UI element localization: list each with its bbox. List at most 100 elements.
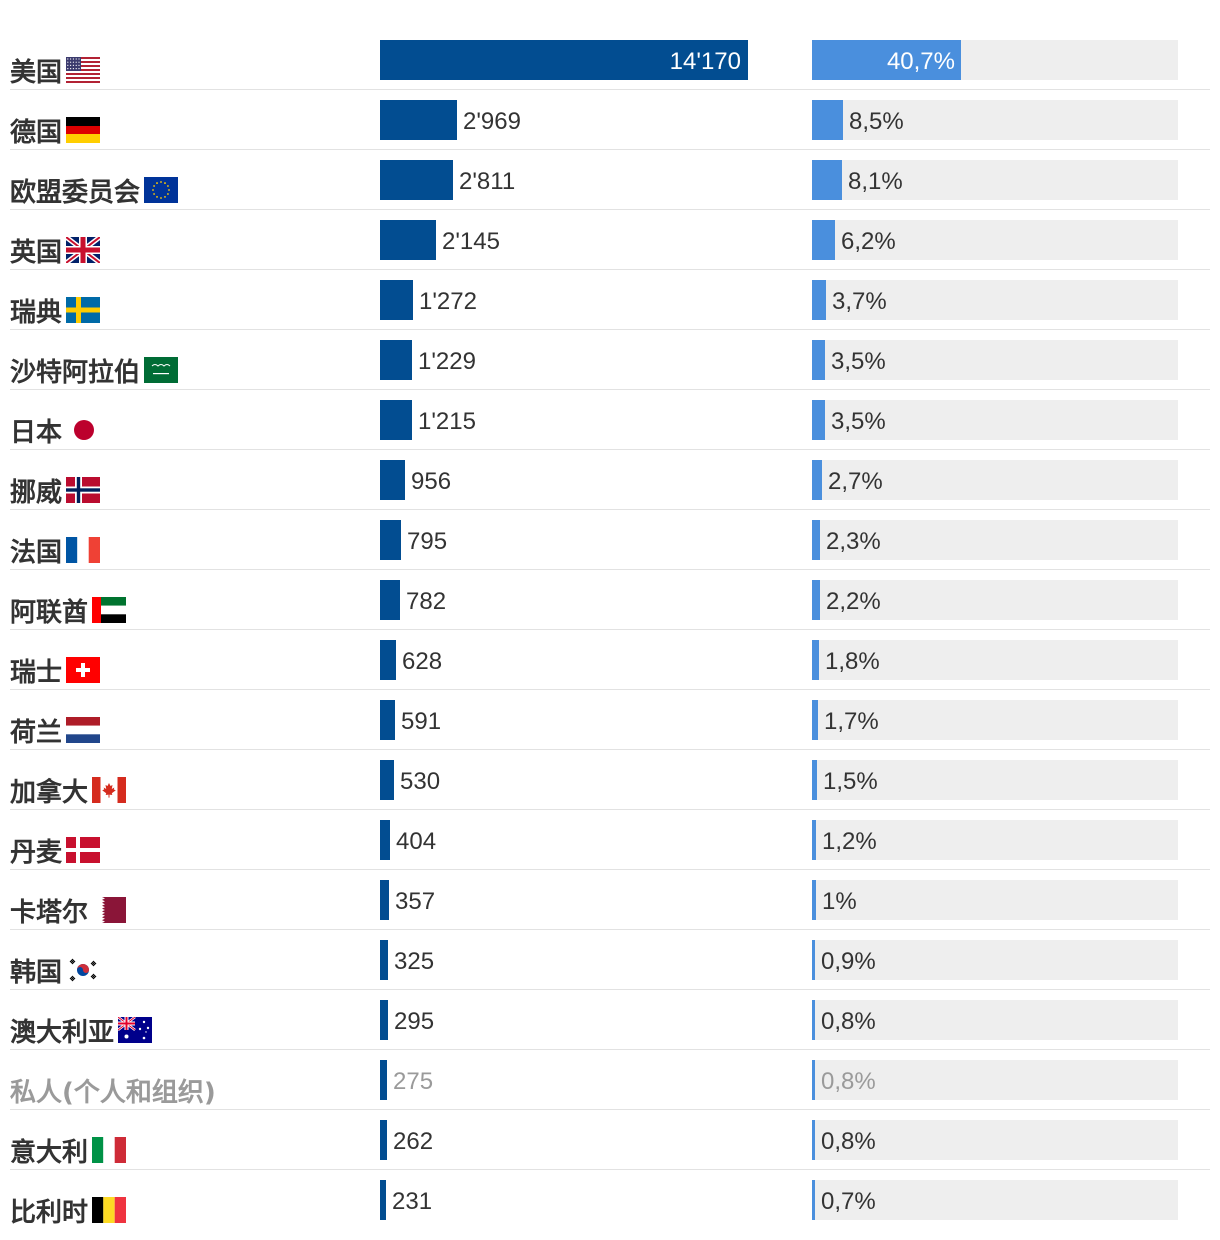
row-label: 荷兰 [10, 700, 101, 760]
value-bar [380, 880, 389, 920]
row-label: 德国 [10, 100, 101, 160]
value-bar [380, 580, 400, 620]
category-label: 德国 [10, 117, 63, 148]
share-data-label: 0,8% [821, 1008, 876, 1035]
share-bar-track [812, 640, 1178, 680]
row-divider [10, 749, 1210, 750]
category-label: 私人(个人和组织) [10, 1077, 216, 1108]
value-data-label: 628 [402, 648, 443, 675]
share-bar-track [812, 460, 1178, 500]
row-divider [10, 149, 1210, 150]
row-divider [10, 269, 1210, 270]
row-divider [10, 809, 1210, 810]
row-divider [10, 89, 1210, 90]
japan-flag-icon [74, 420, 95, 440]
value-data-label: 1'272 [419, 288, 477, 315]
row-label: 阿联酋 [10, 580, 127, 640]
chart-row: 挪威 956 2,7% [0, 460, 1220, 520]
value-data-label: 782 [406, 588, 447, 615]
row-divider [10, 1109, 1210, 1110]
category-label: 日本 [10, 417, 63, 448]
share-bar-track [812, 520, 1178, 560]
share-bar [812, 460, 822, 500]
row-label: 丹麦 [10, 820, 101, 880]
chart-row: 英国 2'145 6,2% [0, 220, 1220, 280]
share-bar-track [812, 280, 1178, 320]
share-data-label: 0,8% [821, 1068, 876, 1095]
share-bar [812, 1000, 815, 1040]
share-data-label: 8,1% [848, 168, 903, 195]
chart-row: 日本 1'215 3,5% [0, 400, 1220, 460]
share-data-label: 1,5% [823, 768, 878, 795]
share-bar-track [812, 820, 1178, 860]
uae-flag-icon [92, 597, 127, 623]
value-bar [380, 160, 453, 200]
share-bar-track [812, 880, 1178, 920]
row-divider [10, 1049, 1210, 1050]
chart-row: 瑞典 1'272 3,7% [0, 280, 1220, 340]
share-bar [812, 1180, 815, 1220]
norway-flag-icon [66, 477, 101, 503]
share-data-label: 1,2% [822, 828, 877, 855]
share-data-label: 2,7% [828, 468, 883, 495]
share-bar-track [812, 1000, 1178, 1040]
value-bar [380, 400, 412, 440]
value-bar [380, 1120, 387, 1160]
row-label: 挪威 [10, 460, 101, 520]
share-bar-track [812, 700, 1178, 740]
row-label: 卡塔尔 [10, 880, 127, 940]
share-data-label: 3,7% [832, 288, 887, 315]
chart-row: 瑞士 628 1,8% [0, 640, 1220, 700]
italy-flag-icon [92, 1137, 127, 1163]
sweden-flag-icon [66, 297, 101, 323]
value-bar [380, 1180, 386, 1220]
share-bar [812, 400, 825, 440]
chart-row: 卡塔尔 357 1% [0, 880, 1220, 940]
value-data-label: 2'145 [442, 228, 500, 255]
value-bar [380, 940, 388, 980]
row-label: 英国 [10, 220, 101, 280]
row-label: 加拿大 [10, 760, 127, 820]
row-divider [10, 329, 1210, 330]
uk-flag-icon [66, 237, 101, 263]
value-data-label: 262 [393, 1128, 434, 1155]
qatar-flag-icon [92, 897, 127, 923]
share-bar-track [812, 220, 1178, 260]
chart-row: 阿联酋 782 2,2% [0, 580, 1220, 640]
category-label: 英国 [10, 237, 63, 268]
row-label: 意大利 [10, 1120, 127, 1180]
australia-flag-icon [118, 1017, 153, 1043]
row-label: 欧盟委员会 [10, 160, 179, 220]
row-label: 沙特阿拉伯 [10, 340, 179, 400]
value-data-label: 404 [396, 828, 437, 855]
row-label: 瑞典 [10, 280, 101, 340]
france-flag-icon [66, 537, 101, 563]
value-data-label: 2'811 [459, 168, 516, 195]
row-divider [10, 389, 1210, 390]
chart-row: 加拿大 530 1,5% [0, 760, 1220, 820]
value-bar [380, 40, 748, 80]
share-bar-track [812, 580, 1178, 620]
value-data-label: 591 [401, 708, 442, 735]
value-data-label: 1'229 [418, 348, 476, 375]
share-bar-track [812, 100, 1178, 140]
share-bar [812, 340, 825, 380]
belgium-flag-icon [92, 1197, 127, 1223]
category-label: 加拿大 [10, 777, 89, 808]
share-bar-track [812, 1060, 1178, 1100]
share-data-label: 3,5% [831, 348, 886, 375]
share-data-label: 0,9% [821, 948, 876, 975]
value-bar [380, 220, 436, 260]
chart-row: 韩国 325 0,9% [0, 940, 1220, 1000]
share-bar [812, 1060, 815, 1100]
value-bar [380, 520, 401, 560]
row-divider [10, 449, 1210, 450]
chart-row: 德国 2'969 8,5% [0, 100, 1220, 160]
row-divider [10, 629, 1210, 630]
row-label: 澳大利亚 [10, 1000, 153, 1060]
value-data-label: 325 [394, 948, 435, 975]
category-label: 阿联酋 [10, 597, 89, 628]
value-data-label: 231 [392, 1188, 433, 1215]
chart-row: 沙特阿拉伯 1'229 3,5% [0, 340, 1220, 400]
value-data-label: 275 [393, 1068, 434, 1095]
